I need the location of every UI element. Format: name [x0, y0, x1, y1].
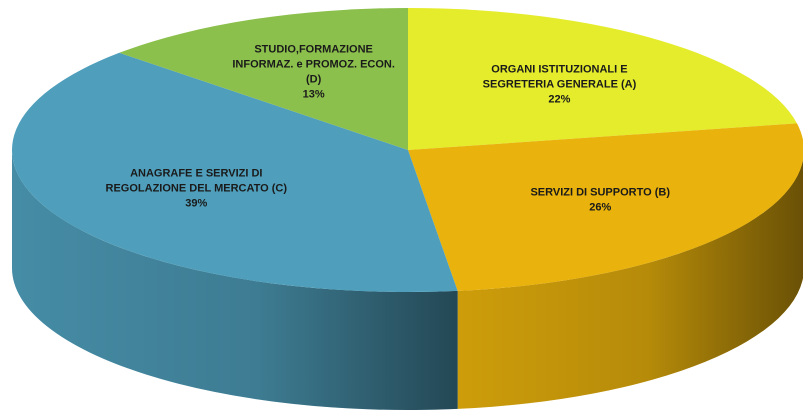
pie-tops [11, 8, 803, 292]
pie-sides [12, 150, 803, 410]
slice-label: STUDIO,FORMAZIONE INFORMAZ. e PROMOZ. ECO… [232, 43, 395, 100]
category-label: SEGRETERIA GENERALE (A) [483, 78, 637, 90]
value-label: 22% [548, 93, 570, 105]
slice [408, 123, 803, 291]
category-label: REGOLAZIONE DEL MERCATO (C) [106, 183, 288, 195]
slice [408, 8, 797, 150]
category-label: INFORMAZ. e PROMOZ. ECON. [232, 58, 395, 70]
value-label: 39% [185, 198, 207, 210]
slice-side-shade [457, 159, 803, 409]
slice-side-shade [12, 150, 458, 410]
slice-label: ORGANI ISTITUZIONALI E SEGRETERIA GENERAL… [483, 63, 637, 105]
category-label: ORGANI ISTITUZIONALI E [491, 63, 627, 75]
slice-labels: ORGANI ISTITUZIONALI E SEGRETERIA GENERAL… [106, 43, 671, 213]
category-label: SERVIZI DI SUPPORTO (B) [530, 186, 670, 198]
slice [11, 52, 458, 292]
slice [119, 8, 408, 150]
value-label: 13% [303, 88, 325, 100]
category-label: ANAGRAFE E SERVIZI DI [130, 168, 262, 180]
slice-label: SERVIZI DI SUPPORTO (B) 26% [530, 186, 670, 213]
slice-label: ANAGRAFE E SERVIZI DI REGOLAZIONE DEL MER… [106, 168, 288, 210]
category-label: STUDIO,FORMAZIONE [254, 43, 373, 55]
category-label: (D) [306, 73, 322, 85]
value-label: 26% [589, 201, 611, 213]
